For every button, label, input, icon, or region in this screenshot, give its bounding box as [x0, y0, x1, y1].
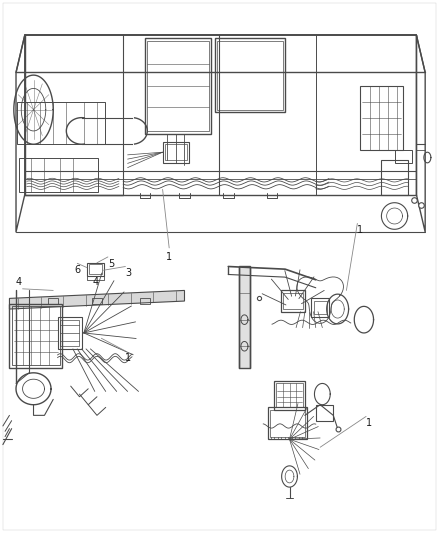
Bar	[313, 301, 326, 314]
Bar	[280, 290, 304, 312]
Bar	[164, 144, 186, 160]
Bar	[19, 158, 98, 192]
Bar	[88, 264, 102, 274]
Bar	[162, 142, 188, 163]
Bar	[60, 320, 79, 346]
Text: 1: 1	[365, 418, 371, 428]
Text: 4: 4	[92, 277, 99, 287]
Bar	[92, 298, 102, 304]
Text: 5: 5	[108, 259, 114, 269]
Text: 4: 4	[16, 277, 22, 287]
Text: 1: 1	[357, 225, 363, 235]
Text: 1: 1	[125, 353, 131, 362]
Bar	[283, 293, 302, 309]
Bar	[147, 41, 208, 131]
Bar	[269, 410, 304, 437]
Bar	[10, 304, 62, 368]
Bar	[87, 263, 103, 276]
Text: 3: 3	[125, 268, 131, 278]
Text: 6: 6	[74, 265, 80, 275]
Bar	[48, 298, 58, 304]
Bar	[276, 383, 302, 407]
Bar	[267, 407, 306, 439]
Bar	[12, 306, 60, 365]
Bar	[394, 150, 411, 163]
Polygon shape	[10, 290, 184, 309]
Bar	[215, 38, 285, 112]
Bar	[145, 38, 210, 134]
Bar	[57, 317, 81, 349]
Bar	[315, 405, 332, 421]
Bar	[274, 381, 304, 410]
Bar	[140, 298, 150, 304]
Bar	[239, 266, 250, 368]
Bar	[311, 298, 328, 317]
Bar	[381, 160, 407, 195]
Bar	[17, 102, 105, 144]
Text: 1: 1	[166, 252, 172, 262]
Bar	[359, 86, 403, 150]
Bar	[217, 41, 283, 110]
